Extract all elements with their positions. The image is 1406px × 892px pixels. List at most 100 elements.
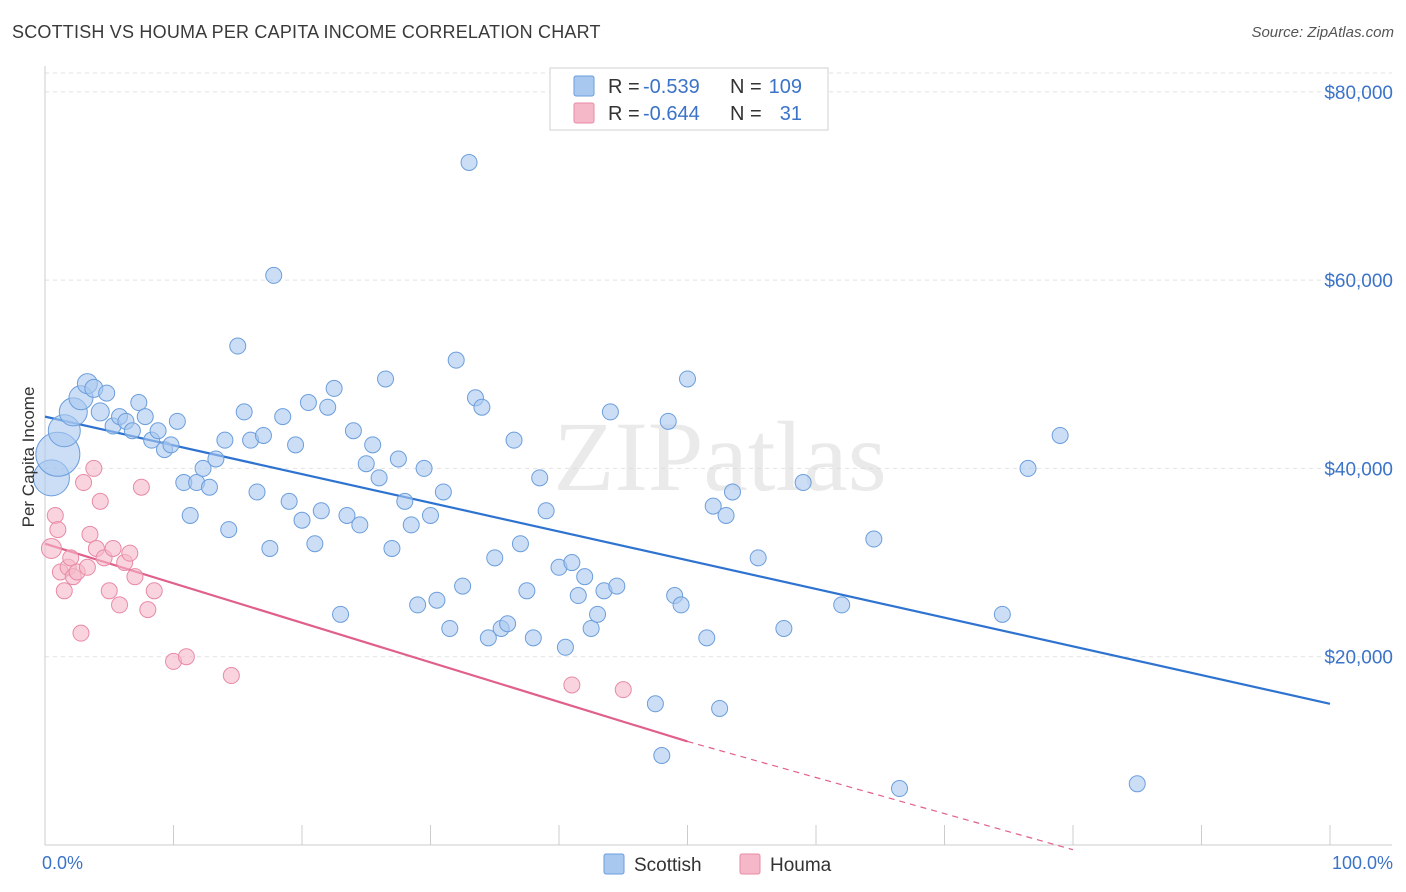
data-point-houma: [139, 601, 157, 619]
data-point-houma: [111, 596, 129, 614]
data-point-scottish: [274, 408, 292, 426]
data-point-scottish: [338, 506, 356, 524]
data-point-houma: [62, 549, 80, 567]
data-point-scottish: [569, 587, 587, 605]
data-point-scottish: [601, 403, 619, 421]
data-point-scottish: [537, 502, 555, 520]
bottom-legend: Scottish Houma: [603, 853, 832, 876]
trend-line-houma: [44, 542, 688, 743]
legend-r-label: R =: [608, 76, 640, 98]
data-point-houma: [222, 667, 240, 685]
watermark: ZIPatlas: [553, 401, 886, 512]
trend-lines: [44, 415, 1331, 851]
data-point-houma: [85, 459, 103, 477]
data-point-scottish: [775, 619, 793, 637]
data-point-scottish: [220, 521, 238, 539]
chart-title: SCOTTISH VS HOUMA PER CAPITA INCOME CORR…: [12, 22, 601, 42]
data-point-scottish: [524, 629, 542, 647]
data-point-scottish: [149, 422, 167, 440]
data-point-scottish: [698, 629, 716, 647]
data-point-scottish: [200, 478, 218, 496]
legend-swatch-houma: [573, 102, 595, 124]
data-point-scottish: [136, 408, 154, 426]
legend-r-label: R =: [608, 103, 640, 125]
data-point-scottish: [473, 398, 491, 416]
y-tick-label: $60,000: [1324, 271, 1393, 292]
data-point-houma: [46, 506, 64, 524]
y-tick-label: $20,000: [1324, 648, 1393, 669]
data-point-scottish: [377, 370, 395, 388]
y-tick-label: $80,000: [1324, 83, 1393, 104]
data-point-houma: [104, 539, 122, 557]
data-point-scottish: [704, 497, 722, 515]
data-point-scottish: [460, 153, 478, 171]
data-point-scottish: [98, 384, 116, 402]
data-point-houma: [78, 558, 96, 576]
data-point-scottish: [130, 394, 148, 412]
data-point-scottish: [123, 422, 141, 440]
data-point-scottish: [531, 469, 549, 487]
data-point-houma: [72, 624, 90, 642]
data-point-scottish: [659, 412, 677, 430]
data-point-scottish: [563, 554, 581, 572]
data-point-scottish: [589, 605, 607, 623]
data-point-scottish: [1019, 459, 1037, 477]
data-point-scottish: [293, 511, 311, 529]
data-point-scottish: [409, 596, 427, 614]
legend-r-value: -0.539: [643, 76, 700, 98]
data-point-scottish: [415, 459, 433, 477]
data-point-houma: [614, 681, 632, 699]
data-point-scottish: [90, 402, 110, 422]
data-point-scottish: [287, 436, 305, 454]
data-point-scottish: [325, 379, 343, 397]
data-point-scottish: [207, 450, 225, 468]
data-point-scottish: [486, 549, 504, 567]
data-point-scottish: [993, 605, 1011, 623]
data-point-scottish: [261, 539, 279, 557]
data-point-scottish: [396, 492, 414, 510]
data-point-scottish: [306, 535, 324, 553]
data-point-scottish: [254, 426, 272, 444]
data-point-houma: [49, 521, 67, 539]
data-point-houma: [55, 582, 73, 600]
data-point-scottish: [505, 431, 523, 449]
data-point-scottish: [181, 506, 199, 524]
data-point-scottish: [576, 568, 594, 586]
data-point-scottish: [402, 516, 420, 534]
data-point-scottish: [672, 596, 690, 614]
y-axis-title: Per Capita Income: [19, 387, 38, 528]
data-point-scottish: [168, 412, 186, 430]
data-point-scottish: [194, 459, 212, 477]
data-point-scottish: [794, 474, 812, 492]
data-point-houma: [145, 582, 163, 600]
data-point-scottish: [434, 483, 452, 501]
data-point-scottish: [1051, 426, 1069, 444]
x-tick-label: 0.0%: [42, 853, 83, 873]
data-point-houma: [91, 492, 109, 510]
data-point-scottish: [891, 780, 909, 798]
data-point-scottish: [299, 394, 317, 412]
legend-n-value: 109: [769, 76, 802, 98]
data-point-houma: [132, 478, 150, 496]
data-point-scottish: [389, 450, 407, 468]
bottom-legend-label-scottish: Scottish: [634, 855, 702, 876]
trend-line-extension-houma: [687, 740, 1074, 851]
legend: R = -0.539 N = 109 R = -0.644 N = 31: [549, 67, 829, 131]
data-point-scottish: [723, 483, 741, 501]
legend-n-value: 31: [780, 103, 802, 125]
data-point-houma: [81, 525, 99, 543]
data-points: [32, 153, 1146, 798]
y-tick-labels: $20,000 $40,000 $60,000 $80,000: [1324, 83, 1393, 669]
data-point-scottish: [422, 506, 439, 524]
data-point-scottish: [229, 337, 247, 355]
bottom-legend-swatch-scottish: [603, 853, 625, 875]
data-point-scottish: [280, 492, 298, 510]
data-point-scottish: [511, 535, 529, 553]
data-point-houma: [563, 676, 581, 694]
data-point-scottish: [332, 605, 350, 623]
data-point-houma: [75, 474, 93, 492]
legend-box: [549, 67, 829, 131]
data-point-scottish: [646, 695, 664, 713]
data-point-scottish: [679, 370, 696, 388]
data-point-houma: [40, 537, 62, 559]
